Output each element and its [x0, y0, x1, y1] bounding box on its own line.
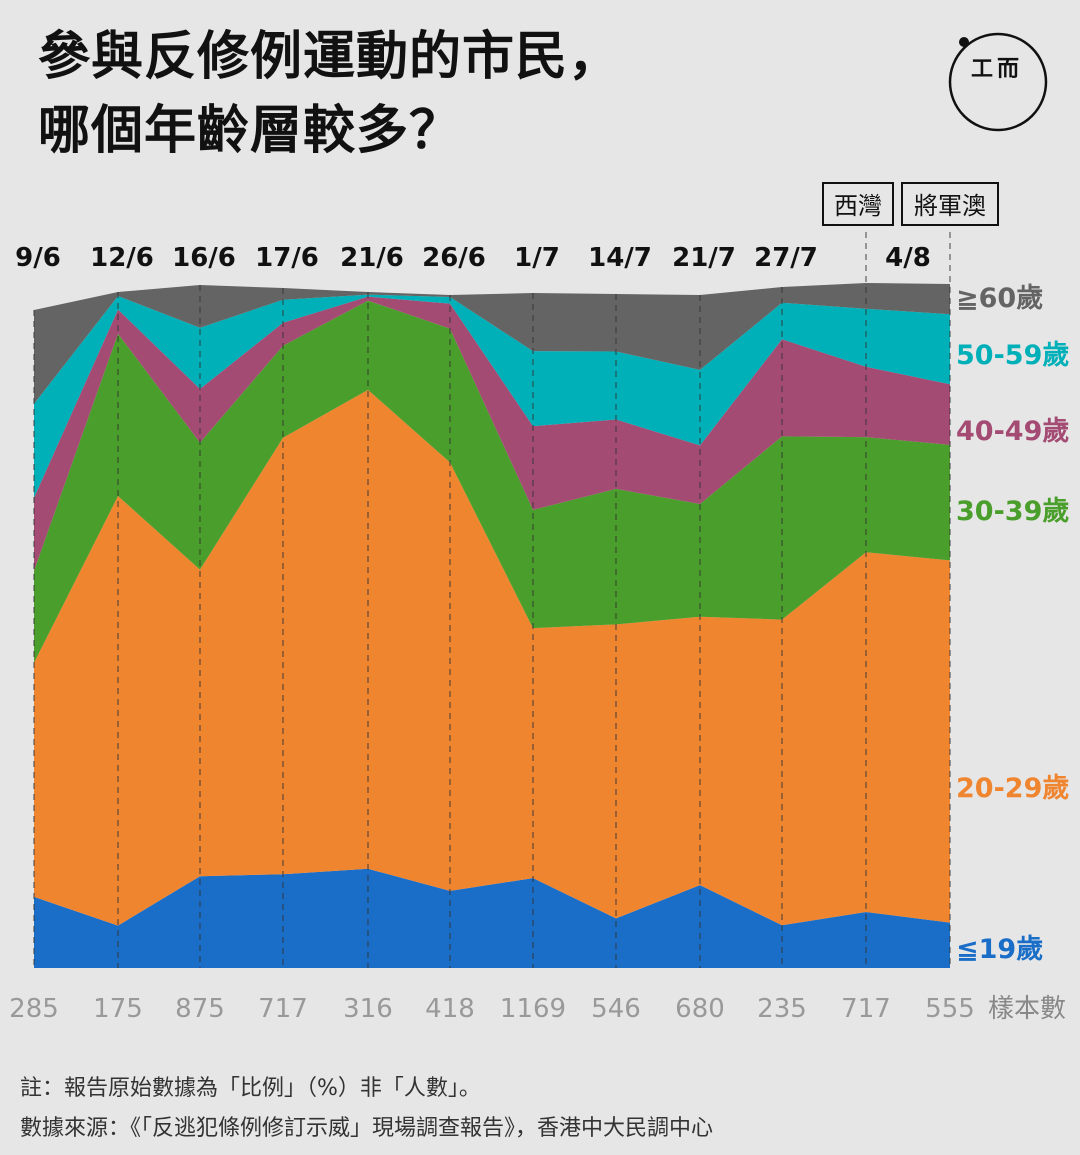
sample-size-10: 717: [841, 994, 891, 1024]
sample-size-label: 樣本數: [988, 994, 1066, 1024]
sample-size-4: 316: [343, 994, 393, 1024]
chart-title: 參與反修例運動的市民， 哪個年齡層較多？: [38, 20, 621, 168]
event-label-0: 西灣: [834, 192, 882, 220]
area-series-5: [34, 283, 950, 404]
date-label-7: 14/7: [588, 243, 652, 273]
sample-size-11: 555: [925, 994, 975, 1024]
sample-size-0: 285: [9, 994, 59, 1024]
area-series-1: [34, 389, 950, 926]
date-label-4: 21/6: [340, 243, 404, 273]
event-label-1: 將軍澳: [914, 192, 986, 220]
legend-label-5: ≧60歲: [956, 283, 1043, 314]
date-label-0: 9/6: [15, 243, 61, 273]
date-label-6: 1/7: [514, 243, 560, 273]
legend-label-1: 20-29歲: [956, 773, 1069, 804]
sample-size-2: 875: [175, 994, 225, 1024]
event-box-0: [822, 182, 894, 226]
data-source: 數據來源：《「反逃犯條例修訂示威」現場調查報告》，香港中大民調中心: [20, 1116, 714, 1141]
initium-logo-icon: 工 而: [948, 32, 1048, 132]
legend-label-3: 40-49歲: [956, 416, 1069, 447]
area-series-3: [34, 296, 950, 571]
sample-size-9: 235: [757, 994, 807, 1024]
footnote: 註：報告原始數據為「比例」（%）非「人數」。: [20, 1076, 481, 1101]
sample-size-8: 680: [675, 994, 725, 1024]
sample-size-3: 717: [258, 994, 308, 1024]
date-label-3: 17/6: [255, 243, 319, 273]
event-box-1: [901, 182, 999, 226]
sample-size-7: 546: [591, 994, 641, 1024]
title-line-1: 參與反修例運動的市民，: [38, 27, 622, 87]
legend-label-0: ≦19歲: [956, 934, 1043, 965]
logo-glyph-left: 工: [971, 57, 993, 82]
date-label-8: 21/7: [672, 243, 736, 273]
area-series-0: [34, 868, 950, 968]
logo-glyph-right: 而: [997, 57, 1019, 82]
legend-label-4: 50-59歲: [956, 340, 1069, 371]
date-label-11: 4/8: [885, 243, 931, 273]
sample-size-1: 175: [93, 994, 143, 1024]
title-line-2: 哪個年齡層較多？: [38, 101, 463, 161]
date-label-2: 16/6: [172, 243, 236, 273]
area-series-2: [34, 300, 950, 663]
sample-size-5: 418: [425, 994, 475, 1024]
date-label-1: 12/6: [90, 243, 154, 273]
legend-label-2: 30-39歲: [956, 496, 1069, 527]
area-series-4: [34, 294, 950, 498]
date-label-5: 26/6: [422, 243, 486, 273]
sample-size-6: 1169: [500, 994, 566, 1024]
date-label-9: 27/7: [754, 243, 818, 273]
